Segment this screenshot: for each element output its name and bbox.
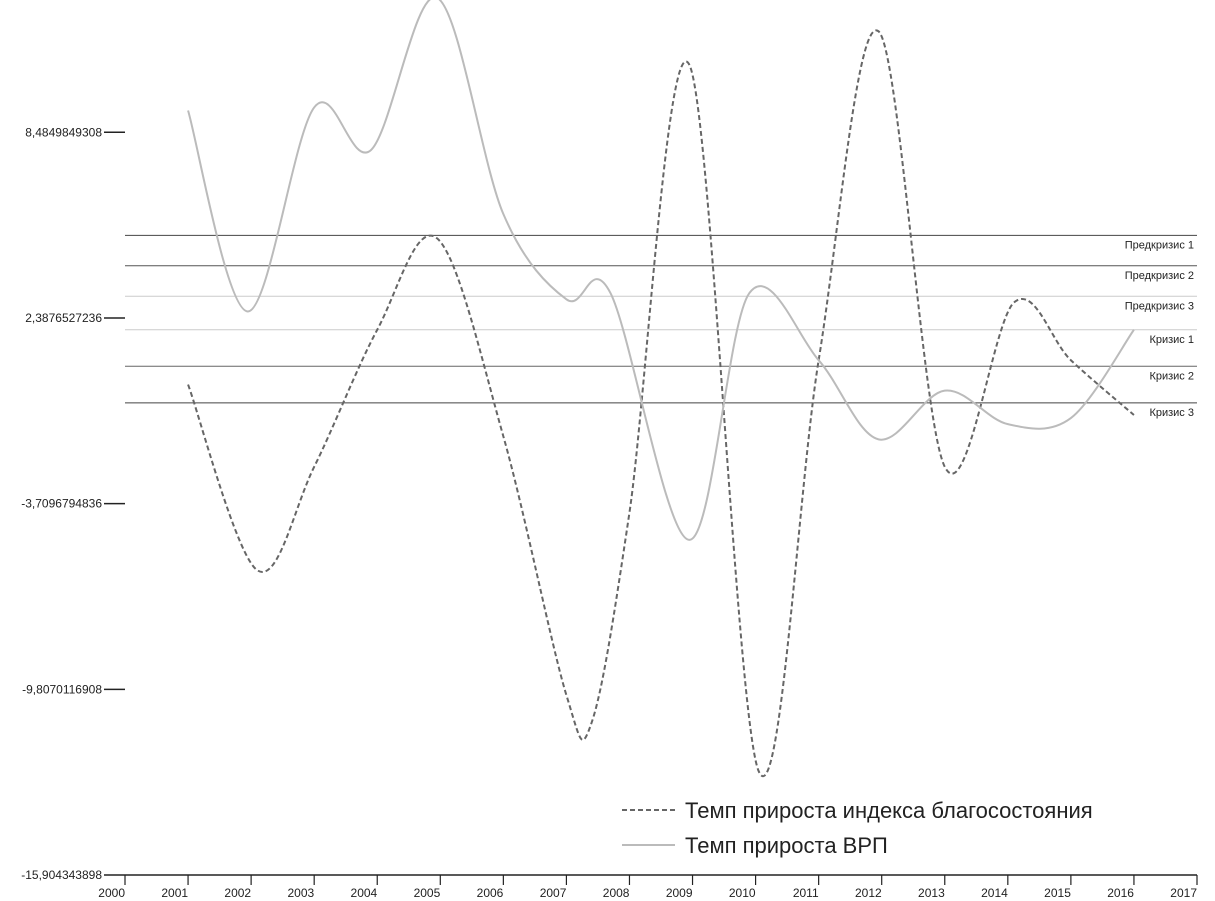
x-tick-label: 2013 [918,886,945,900]
x-tick-label: 2010 [729,886,756,900]
series-2-point [565,298,567,300]
series-1-point [376,329,378,331]
x-tick-label: 2014 [981,886,1008,900]
series-2-point [313,106,315,108]
series-1-point [628,511,630,513]
reference-line-label-4: Кризис 1 [1149,334,1194,346]
legend-label-2: Темп прироста ВРП [685,833,888,858]
x-tick-label: 2005 [414,886,441,900]
series-1-point [591,722,593,724]
x-tick-label: 2001 [161,886,188,900]
x-tick-label: 2015 [1044,886,1071,900]
y-tick-label: -3,7096794836 [21,497,102,511]
series-2-point [1133,329,1135,331]
x-axis: 2000 2001 2002 2003 2004 2005 2006 2007 2008 2009… [98,874,1198,900]
series-2-point [944,390,946,392]
x-tick-label: 2012 [855,886,882,900]
x-tick-label: 2017 [1170,886,1197,900]
series-line-1 [187,29,1135,777]
series-2-point [370,149,372,151]
legend: Темп прироста индекса благосостояния Темп… [622,798,1093,858]
series-1-point [502,435,504,437]
x-tick-label: 2008 [603,886,630,900]
y-tick-label: -9,8070116908 [22,682,102,696]
series-1-point [565,694,567,696]
series-line-2 [187,0,1135,541]
series-2-point [748,292,750,294]
series-1-point [313,466,315,468]
series-1-point [1070,359,1072,361]
series-2-point [878,438,880,440]
series-2-point [688,539,690,541]
x-tick-label: 2006 [477,886,504,900]
series-1-point [1133,414,1135,416]
series-1-point [758,770,760,772]
x-tick-label: 2011 [793,886,819,900]
series-1-point [878,30,880,32]
series-group [187,0,1135,777]
y-tick-label: 2,3876527236 [25,311,102,325]
reference-line-label-6: Кризис 3 [1149,407,1194,419]
series-1-point [436,237,438,239]
series-2-point [818,359,820,361]
series-2-point [1007,423,1009,425]
legend-label-1: Темп прироста индекса благосостояния [685,798,1093,823]
x-tick-label: 2007 [540,886,567,900]
x-tick-label: 2016 [1107,886,1134,900]
x-tick-label: 2000 [98,886,125,900]
reference-lines: Предкризис 1 Предкризис 2 Предкризис 3 Криз… [125,234,1197,419]
x-tick-label: 2009 [666,886,693,900]
reference-line-label-5: Кризис 2 [1149,370,1194,382]
x-tick-label: 2004 [351,886,378,900]
series-2-point [502,213,504,215]
series-2-point [1070,417,1072,419]
series-1-point [688,64,690,66]
y-axis: 8,4849849308 2,3876527236 -3,7096794836 -9,… [21,125,125,882]
series-2-point [187,109,189,111]
reference-line-label-1: Предкризис 1 [1125,239,1194,251]
y-tick-label: 8,4849849308 [25,125,102,139]
x-tick-label: 2002 [224,886,251,900]
y-tick-label: -15,904343898 [21,868,102,882]
series-2-point [247,310,249,312]
series-1-point [256,569,258,571]
reference-line-label-2: Предкризис 2 [1125,270,1194,282]
series-1-point [1013,301,1015,303]
reference-line-label-3: Предкризис 3 [1125,300,1194,312]
x-tick-label: 2003 [287,886,314,900]
series-1-point [944,466,946,468]
series-2-point [610,292,612,294]
series-1-point [187,384,189,386]
